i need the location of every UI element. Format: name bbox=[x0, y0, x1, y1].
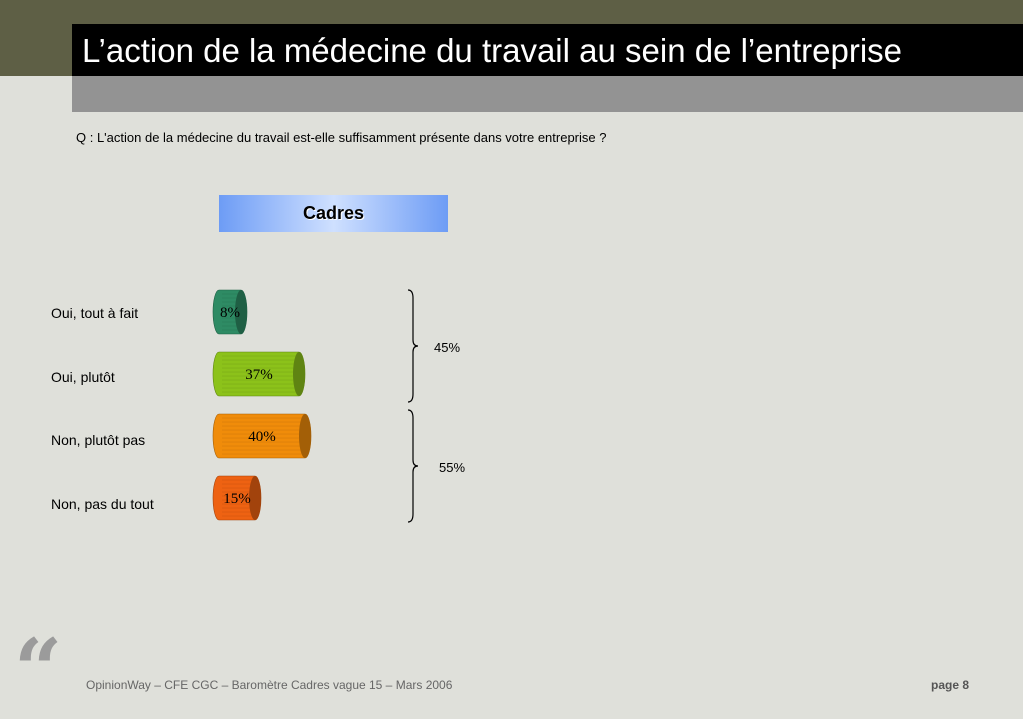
bar-cap bbox=[299, 414, 311, 458]
data-label: 15% bbox=[223, 491, 251, 507]
chart-title: Cadres bbox=[219, 195, 448, 232]
data-label: 40% bbox=[248, 429, 276, 445]
category-label: Non, pas du tout bbox=[51, 496, 154, 512]
data-label: 37% bbox=[245, 367, 273, 383]
category-label: Non, plutôt pas bbox=[51, 432, 146, 448]
bar-cap bbox=[235, 290, 247, 334]
data-label: 8% bbox=[220, 305, 240, 321]
group-brace bbox=[407, 289, 419, 403]
bar bbox=[212, 413, 312, 459]
bar bbox=[212, 351, 306, 397]
footer-source: OpinionWay – CFE CGC – Baromètre Cadres … bbox=[86, 678, 453, 692]
bar bbox=[212, 475, 262, 521]
group-label: 55% bbox=[439, 460, 465, 475]
page-title: L’action de la médecine du travail au se… bbox=[82, 32, 903, 69]
header-gray-band bbox=[72, 76, 1023, 112]
bar bbox=[212, 289, 248, 335]
bar-cap bbox=[293, 352, 305, 396]
question-text: Q : L'action de la médecine du travail e… bbox=[76, 130, 607, 145]
bar-cap bbox=[249, 476, 261, 520]
quote-mark-icon: “ bbox=[14, 620, 63, 719]
group-brace bbox=[407, 409, 419, 523]
category-label: Oui, plutôt bbox=[51, 369, 115, 385]
group-label: 45% bbox=[434, 340, 460, 355]
title-box: L’action de la médecine du travail au se… bbox=[72, 24, 1023, 76]
category-label: Oui, tout à fait bbox=[51, 305, 139, 321]
page-number: page 8 bbox=[931, 678, 970, 692]
